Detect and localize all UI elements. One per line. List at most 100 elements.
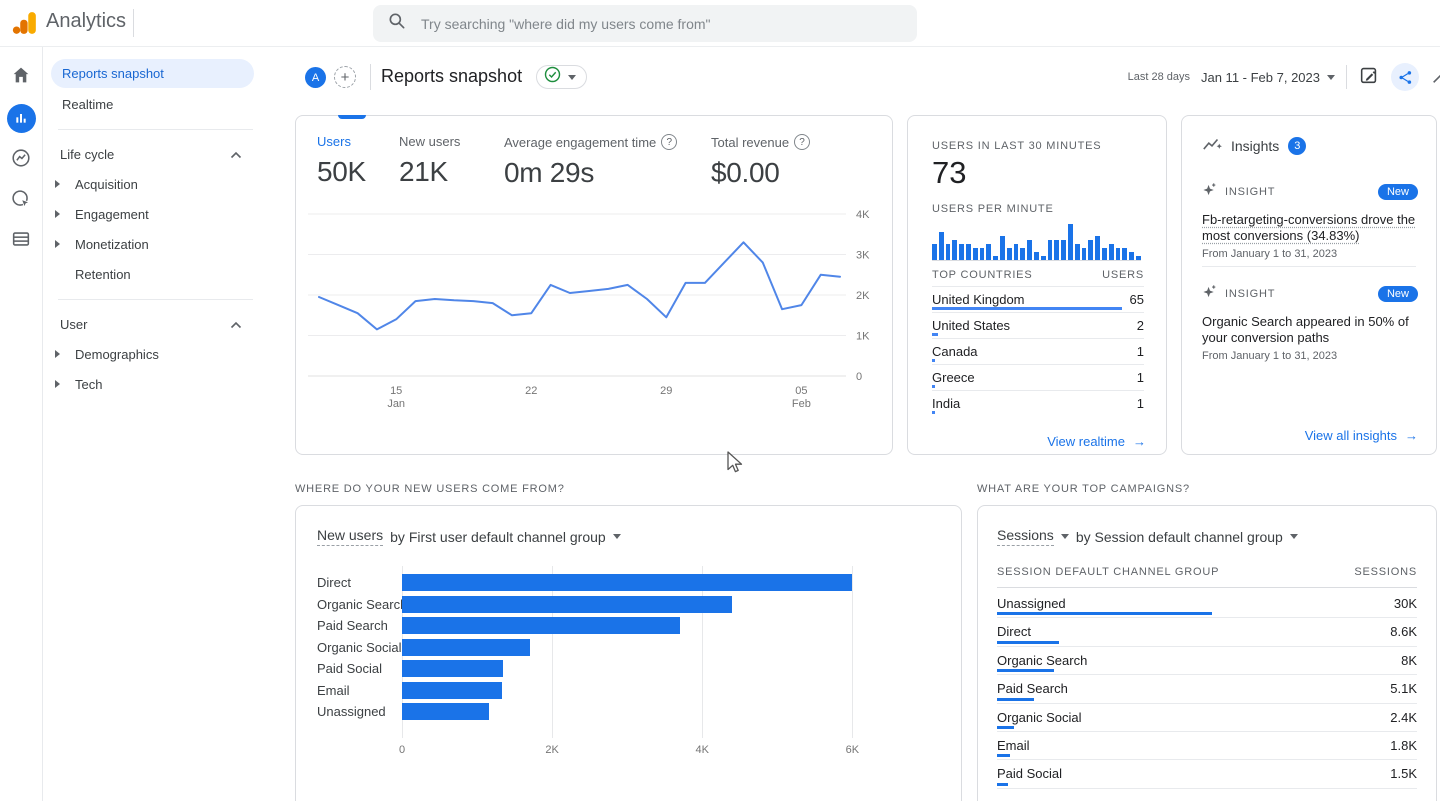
new-users-card-title[interactable]: New users by First user default channel …	[317, 527, 621, 546]
insight-period: From January 1 to 31, 2023	[1202, 350, 1418, 362]
metric-value: $0.00	[711, 157, 810, 189]
per-minute-bar	[1020, 248, 1025, 260]
per-minute-bar	[959, 244, 964, 260]
sidebar-item-engagement[interactable]: Engagement	[43, 199, 290, 229]
sidebar-item-label: Realtime	[62, 97, 113, 112]
metric-engagement-time[interactable]: Average engagement time ? 0m 29s	[504, 134, 711, 189]
campaign-bar	[997, 612, 1212, 615]
sidebar-item-monetization[interactable]: Monetization	[43, 229, 290, 259]
sidebar-item-tech[interactable]: Tech	[43, 369, 290, 399]
per-minute-bar	[973, 248, 978, 260]
sidebar-section-user[interactable]: User	[43, 309, 290, 339]
share-button[interactable]	[1391, 63, 1419, 91]
metric-selector[interactable]: Sessions	[997, 527, 1054, 546]
metric-users[interactable]: Users 50K	[317, 134, 399, 189]
per-minute-bar	[1102, 248, 1107, 260]
reports-icon[interactable]	[0, 98, 42, 138]
sidebar-item-demographics[interactable]: Demographics	[43, 339, 290, 369]
explore-icon[interactable]	[0, 138, 42, 178]
global-search[interactable]	[373, 5, 917, 42]
sidebar-item-acquisition[interactable]: Acquisition	[43, 169, 290, 199]
campaign-row: Email 1.8K	[997, 732, 1417, 760]
section-label-new-users: WHERE DO YOUR NEW USERS COME FROM?	[295, 483, 565, 495]
campaigns-card-title[interactable]: Sessions by Session default channel grou…	[997, 527, 1298, 546]
info-icon[interactable]: ?	[661, 134, 677, 150]
country-name: United Kingdom	[932, 292, 1025, 307]
campaign-sessions: 30K	[1394, 596, 1417, 611]
avatar[interactable]: A	[305, 67, 326, 88]
svg-text:15: 15	[390, 385, 402, 397]
metric-new-users[interactable]: New users 21K	[399, 134, 504, 189]
home-icon[interactable]	[0, 55, 42, 95]
country-bar	[932, 307, 1122, 310]
campaign-channel: Unassigned	[997, 596, 1066, 611]
per-minute-bar	[1048, 240, 1053, 260]
channel-bar-row: Organic Social	[317, 637, 947, 659]
per-minute-bar	[1041, 256, 1046, 260]
library-icon[interactable]	[0, 219, 42, 259]
section-label: Life cycle	[60, 147, 114, 162]
expand-right-icon	[55, 380, 60, 388]
per-minute-bar	[1034, 252, 1039, 260]
channel-label: Organic Social	[317, 640, 402, 655]
campaign-row: Organic Social 2.4K	[997, 704, 1417, 732]
overview-card: Users 50K New users 21K Average engageme…	[295, 115, 893, 455]
expand-right-icon	[55, 180, 60, 188]
sidebar-item-retention[interactable]: Retention	[43, 259, 290, 289]
country-bar	[932, 411, 935, 414]
chevron-up-icon	[230, 147, 242, 162]
report-header-divider	[370, 64, 371, 90]
country-users: 2	[1137, 318, 1144, 333]
view-all-insights-link[interactable]: View all insights →	[1305, 428, 1418, 443]
insights-panel-icon[interactable]	[1430, 64, 1440, 91]
country-users: 65	[1130, 292, 1144, 307]
sparkle-icon	[1202, 182, 1217, 202]
metric-value: 21K	[399, 156, 504, 188]
per-minute-bar	[1007, 248, 1012, 260]
sidebar-item-label: Acquisition	[75, 177, 138, 192]
top-countries-list: United Kingdom 65 United States 2 Canada…	[932, 286, 1144, 416]
channel-label: Organic Search	[317, 597, 402, 612]
add-comparison-button[interactable]: +	[334, 66, 356, 88]
info-icon[interactable]: ?	[794, 134, 810, 150]
per-minute-label: USERS PER MINUTE	[932, 203, 1054, 215]
new-users-bar-chart: Direct Organic Search Paid Search Organi…	[317, 572, 947, 764]
customize-report-icon[interactable]	[1358, 64, 1380, 91]
metric-selector[interactable]: New users	[317, 527, 383, 546]
check-circle-icon	[544, 66, 561, 88]
sidebar-item-realtime[interactable]: Realtime	[51, 90, 254, 119]
sidebar-section-life-cycle[interactable]: Life cycle	[43, 139, 290, 169]
insights-card: Insights 3 INSIGHT New Fb-retargeting-co…	[1181, 115, 1437, 455]
advertising-icon[interactable]	[0, 179, 42, 219]
insight-item[interactable]: INSIGHT New Organic Search appeared in 5…	[1202, 284, 1418, 362]
view-realtime-link[interactable]: View realtime →	[1047, 434, 1146, 449]
campaign-sessions: 2.4K	[1390, 710, 1417, 725]
page-title: Reports snapshot	[381, 66, 522, 87]
campaign-channel: Paid Social	[997, 766, 1062, 781]
per-minute-bar	[1116, 248, 1121, 260]
share-icon	[1397, 69, 1414, 86]
channel-bar	[402, 574, 852, 591]
metric-total-revenue[interactable]: Total revenue ? $0.00	[711, 134, 810, 189]
campaigns-table-header: SESSION DEFAULT CHANNEL GROUP SESSIONS	[997, 566, 1417, 588]
search-input[interactable]	[419, 15, 903, 33]
date-range-picker[interactable]: Jan 11 - Feb 7, 2023	[1201, 70, 1335, 85]
campaign-row: Paid Search 5.1K	[997, 675, 1417, 703]
sidebar-item-reports-snapshot[interactable]: Reports snapshot	[51, 59, 254, 88]
date-range-value: Jan 11 - Feb 7, 2023	[1201, 70, 1320, 85]
sidebar-item-label: Retention	[75, 267, 131, 282]
report-status-pill[interactable]	[536, 65, 587, 89]
link-label: View realtime	[1047, 434, 1125, 449]
insight-title[interactable]: Organic Search appeared in 50% of your c…	[1202, 314, 1418, 346]
insight-title[interactable]: Fb-retargeting-conversions drove the mos…	[1202, 212, 1418, 244]
x-tick-label: 6K	[846, 744, 859, 756]
dimension-selector[interactable]: by Session default channel group	[1076, 529, 1283, 545]
insight-item[interactable]: INSIGHT New Fb-retargeting-conversions d…	[1202, 182, 1418, 260]
search-icon	[387, 11, 407, 36]
svg-text:0: 0	[856, 371, 862, 383]
channel-bar	[402, 617, 680, 634]
metric-label: Average engagement time	[504, 135, 656, 150]
metric-label: New users	[399, 134, 504, 149]
section-label-campaigns: WHAT ARE YOUR TOP CAMPAIGNS?	[977, 483, 1190, 495]
x-tick-label: 0	[399, 744, 405, 756]
